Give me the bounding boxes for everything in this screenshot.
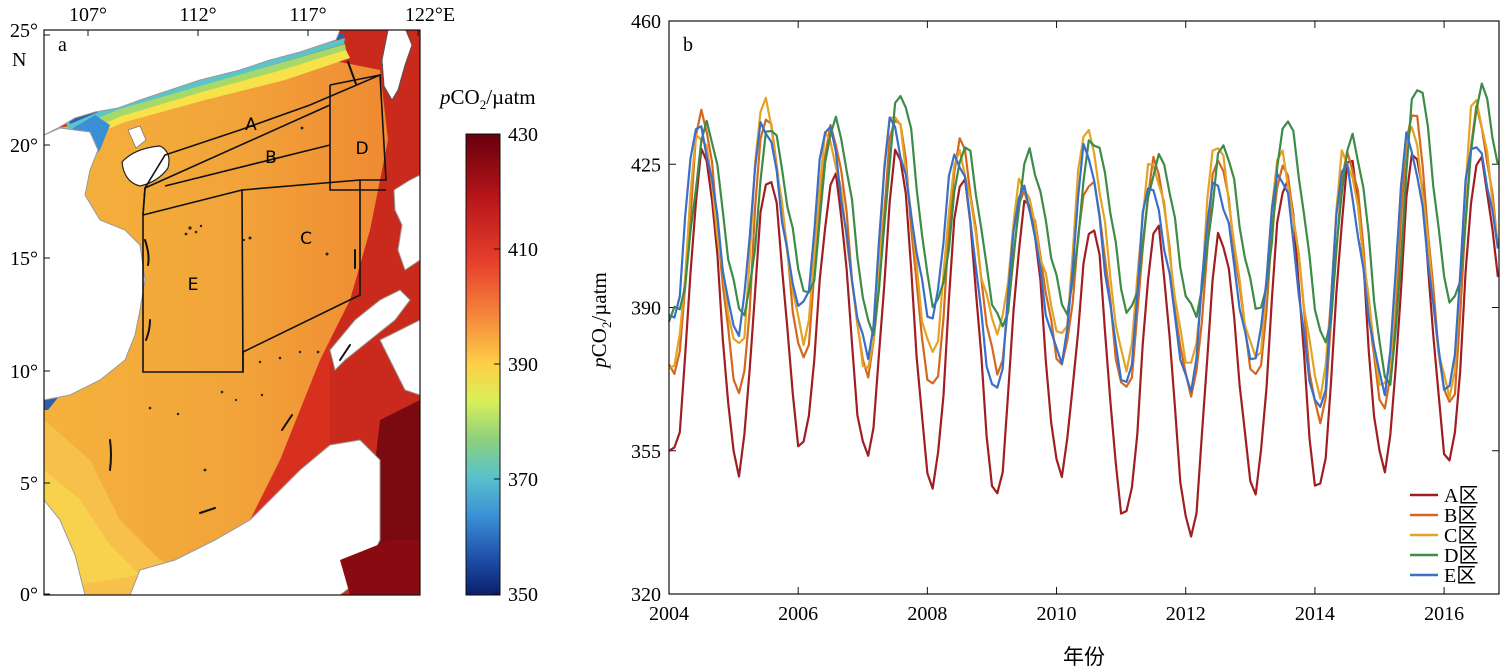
map-panel: A B C D E a 107° 112° 117° 122°E 25° N 2… <box>10 4 538 606</box>
orange-sea-field <box>44 60 388 580</box>
series-layer <box>667 82 1499 538</box>
x-axis-label: 年份 <box>1063 645 1105 669</box>
legend-label: A区 <box>1444 485 1478 507</box>
lat-tick-0: 0° <box>20 584 38 606</box>
colorbar-tick-390: 390 <box>508 354 538 376</box>
series-line-3 <box>668 96 1499 400</box>
legend-label: C区 <box>1444 525 1477 547</box>
y-tick-label: 425 <box>631 154 661 176</box>
colorbar-tick-370: 370 <box>508 469 538 491</box>
x-tick-label: 2006 <box>778 603 818 625</box>
region-label-b: B <box>265 148 277 168</box>
colorbar-title: pCO2/µatm <box>438 85 536 112</box>
region-label-a: A <box>245 115 257 135</box>
x-tick-label: 2004 <box>649 603 689 625</box>
panel-b-label: b <box>683 34 693 56</box>
panel-a-label: a <box>58 34 67 56</box>
palawan-island <box>329 289 411 371</box>
lon-tick-107: 107° <box>69 4 107 26</box>
series-line-4 <box>667 82 1499 386</box>
hainan-island <box>121 145 170 187</box>
colorbar-tick-410: 410 <box>508 239 538 261</box>
region-boundaries <box>142 73 387 373</box>
y-tick-label: 390 <box>631 298 661 320</box>
chart-axes: 2004 2006 2008 2010 2012 2014 2016 320 355 390 425… <box>631 11 1499 625</box>
lat-tick-15: 15° <box>10 248 38 270</box>
lat-tick-5: 5° <box>20 473 38 495</box>
series-line-5 <box>668 116 1499 408</box>
x-tick-label: 2012 <box>1166 603 1206 625</box>
legend-label: B区 <box>1444 505 1477 527</box>
plot-frame <box>668 20 1500 595</box>
lon-tick-122: 122°E <box>405 4 455 26</box>
colorbar-tick-350: 350 <box>508 584 538 606</box>
map-frame <box>43 29 421 596</box>
lat-unit: N <box>12 49 26 71</box>
lat-tick-10: 10° <box>10 361 38 383</box>
lon-tick-117: 117° <box>289 4 326 26</box>
legend-label: E区 <box>1444 565 1476 587</box>
y-tick-label: 320 <box>631 584 661 606</box>
china-landmass <box>44 30 341 136</box>
y-axis-label: pCO2/µatm <box>590 272 614 370</box>
colorbar-tick-430: 430 <box>508 124 538 146</box>
taiwan-island <box>381 30 413 101</box>
region-label-e: E <box>188 275 199 295</box>
legend-label: D区 <box>1444 545 1478 567</box>
indochina-landmass <box>44 127 146 401</box>
map-body <box>44 30 420 595</box>
x-tick-label: 2014 <box>1295 603 1335 625</box>
line-chart: 2004 2006 2008 2010 2012 2014 2016 320 355 390 425… <box>590 11 1500 669</box>
x-tick-label: 2008 <box>907 603 947 625</box>
y-tick-label: 355 <box>631 441 661 463</box>
lon-tick-112: 112° <box>179 4 216 26</box>
lat-tick-20: 20° <box>10 135 38 157</box>
y-tick-label: 460 <box>631 11 661 33</box>
series-line-2 <box>668 104 1499 425</box>
lat-tick-25: 25° <box>10 20 38 42</box>
region-label-c: C <box>300 229 312 249</box>
x-tick-label: 2010 <box>1037 603 1077 625</box>
region-label-d: D <box>355 139 368 159</box>
luzon-island <box>393 174 420 271</box>
x-tick-label: 2016 <box>1424 603 1464 625</box>
